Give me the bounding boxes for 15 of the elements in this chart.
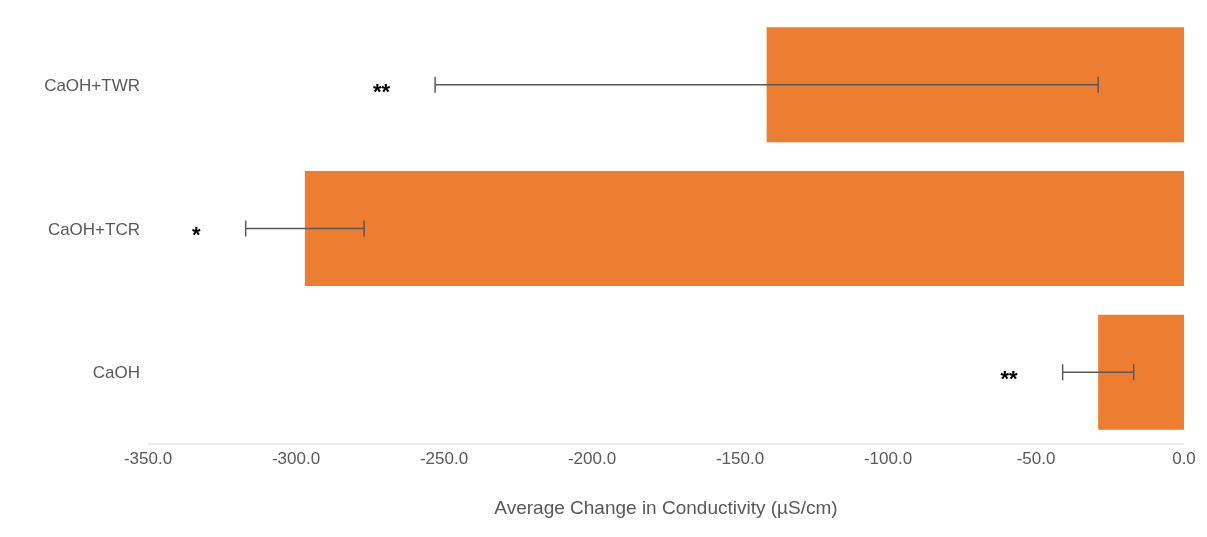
x-tick-label: -100.0 (863, 449, 913, 469)
annotation: ** (1000, 365, 1019, 391)
x-tick-label: -200.0 (567, 449, 617, 469)
annotation: * (192, 222, 202, 248)
x-tick-label: 0.0 (1172, 449, 1196, 469)
x-tick-label: -150.0 (715, 449, 765, 469)
y-tick-label: CaOH+TWR (44, 75, 140, 95)
x-axis-title: Average Change in Conductivity (µS/cm) (494, 497, 838, 518)
x-tick-label: -50.0 (1016, 449, 1056, 469)
annotation: ** (372, 78, 391, 104)
x-tick-label: -350.0 (123, 449, 173, 469)
x-tick-label: -250.0 (419, 449, 469, 469)
x-tick-label: -300.0 (271, 449, 321, 469)
y-tick-label: CaOH (92, 363, 140, 383)
y-tick-label: CaOH+TCR (47, 219, 140, 239)
